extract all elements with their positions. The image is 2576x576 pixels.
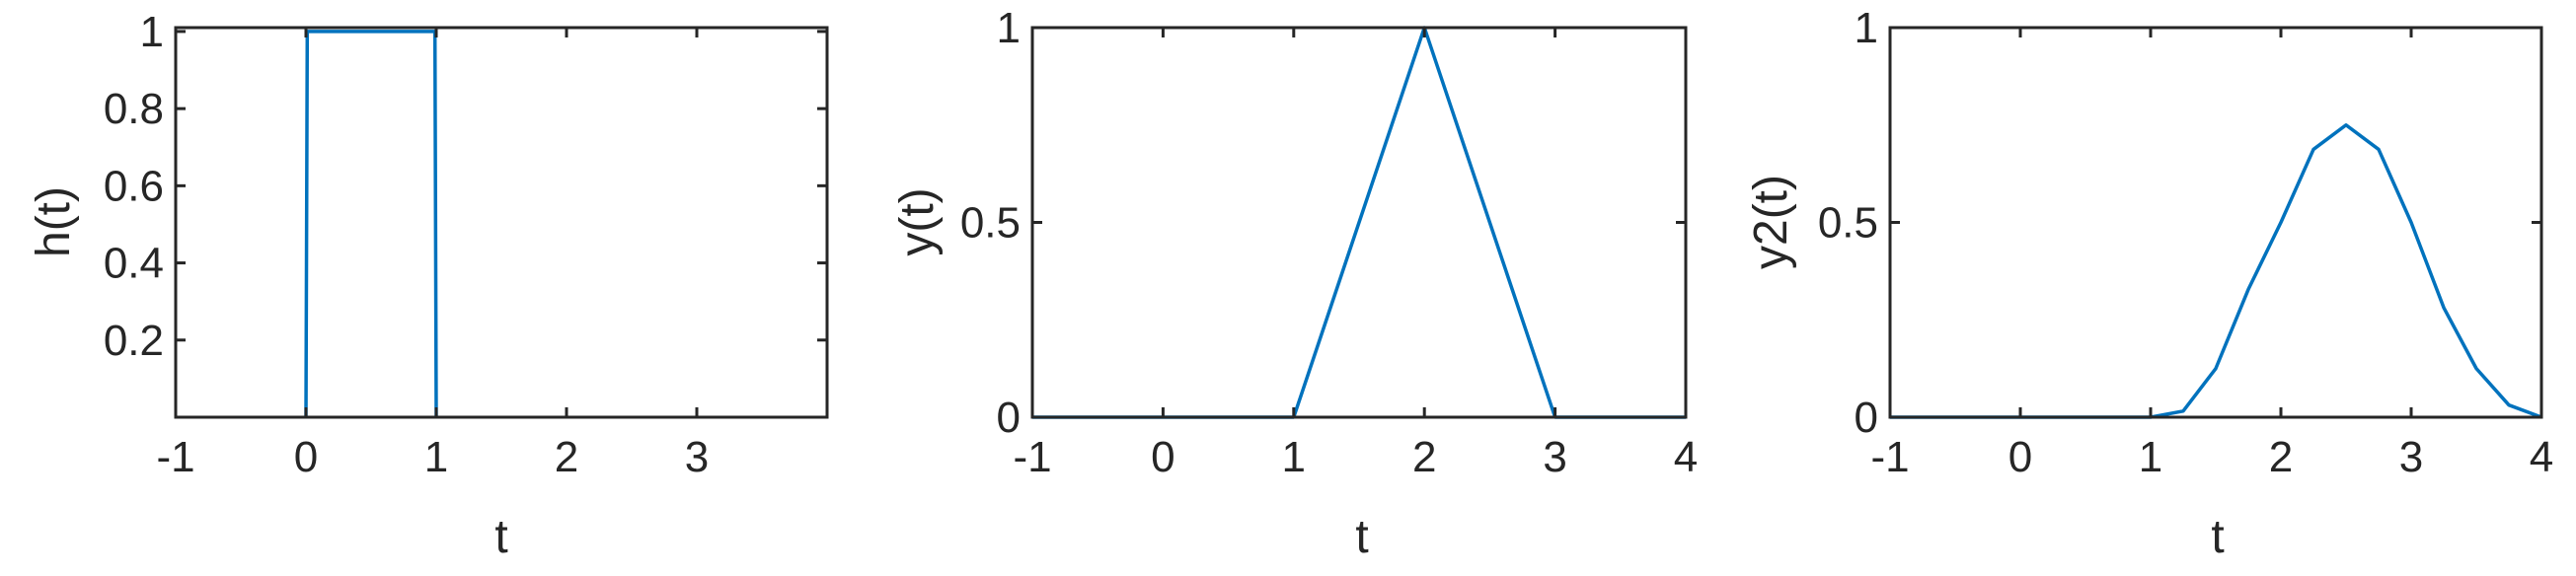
chart-h-xtick-label: 3 [685, 433, 709, 481]
chart-h-plot-area [174, 26, 829, 419]
chart-y-xtick-label: 4 [1674, 433, 1698, 481]
chart-y-ytick-label: 0.5 [960, 199, 1021, 248]
chart-y2-xtick-label: 2 [2269, 433, 2293, 481]
chart-y-xtick-label: 2 [1412, 433, 1436, 481]
chart-y2-xtick-label: 1 [2139, 433, 2162, 481]
chart-y-ytick-label: 0 [997, 394, 1021, 442]
chart-y-xtick-label: 1 [1282, 433, 1306, 481]
chart-y2-xticks: -1 0 1 2 3 4 [1870, 28, 2553, 481]
chart-h-ytick-label: 0.2 [104, 317, 164, 365]
chart-y-ytick-label: 1 [997, 4, 1021, 52]
chart-y-y-axis-label: y(t) [891, 187, 944, 255]
chart-y2-ytick-label: 0.5 [1818, 199, 1878, 248]
chart-h-xticks: -1 0 1 2 3 [156, 28, 709, 481]
chart-y2-ytick-label: 0 [1855, 394, 1878, 442]
chart-y-x-axis-label: t [1355, 511, 1368, 563]
chart-y2-ytick-label: 1 [1855, 4, 1878, 52]
chart-h-xtick-label: 2 [555, 433, 578, 481]
chart-y2-xtick-label: 4 [2530, 433, 2553, 481]
chart-h-ytick-label: 0.6 [104, 162, 164, 210]
chart-y2-y-axis-label: y2(t) [1745, 175, 1797, 269]
chart-y-xtick-label: -1 [1013, 433, 1051, 481]
chart-h-xtick-label: -1 [156, 433, 194, 481]
chart-y2-yticks: 00.51 [1818, 4, 2541, 442]
chart-y2: -1 0 1 2 3 4 00.51 t y2(t) [1745, 4, 2553, 563]
chart-h-ytick-label: 1 [140, 8, 164, 56]
chart-y-xtick-label: 3 [1543, 433, 1566, 481]
chart-y-xtick-label: 0 [1151, 433, 1174, 481]
chart-h-yticks: 0.2 0.4 0.6 0.8 1 [104, 8, 827, 365]
chart-y2-x-axis-label: t [2211, 511, 2224, 563]
chart-y2-xtick-label: -1 [1870, 433, 1909, 481]
chart-h-ytick-label: 0.4 [104, 240, 164, 288]
chart-h-axes-box [174, 26, 829, 419]
chart-h-series-line [304, 30, 438, 418]
chart-h-y-axis-label: h(t) [28, 186, 80, 257]
chart-y-yticks: 00.51 [960, 4, 1686, 442]
chart-y: -1 0 1 2 3 4 00.51 t y(t) [891, 4, 1698, 563]
chart-h-x-axis-label: t [494, 511, 507, 563]
chart-h-xtick-label: 1 [424, 433, 448, 481]
chart-y2-xtick-label: 0 [2008, 433, 2032, 481]
chart-y2-xtick-label: 3 [2399, 433, 2423, 481]
chart-h-xtick-label: 0 [294, 433, 318, 481]
chart-y2-series-line [1890, 123, 2542, 419]
chart-h: -1 0 1 2 3 0.2 0.4 0.6 0.8 1 t h(t) [28, 8, 829, 563]
chart-h-ytick-label: 0.8 [104, 85, 164, 133]
chart-y-xticks: -1 0 1 2 3 4 [1013, 28, 1698, 481]
